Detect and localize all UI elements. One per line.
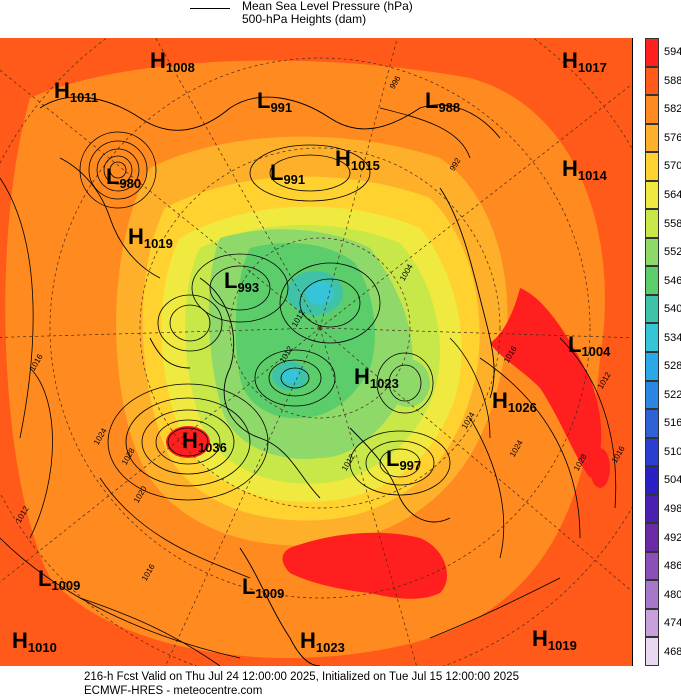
pressure-center-high: H1014 xyxy=(562,158,607,183)
colorbar-label: 546 xyxy=(664,276,681,287)
colorbar-cell xyxy=(645,580,659,609)
colorbar-label: 474 xyxy=(664,618,681,629)
isobar-line-sample xyxy=(190,8,230,9)
pressure-center-low: L1009 xyxy=(242,576,284,601)
pressure-center-high: H1019 xyxy=(128,226,173,251)
pressure-center-high: H1011 xyxy=(54,80,98,105)
pressure-center-low: L980 xyxy=(106,166,141,191)
colorbar-label: 486 xyxy=(664,561,681,572)
colorbar-cell xyxy=(645,295,659,324)
colorbar-label: 516 xyxy=(664,418,681,429)
colorbar-cell xyxy=(645,238,659,267)
colorbar-cell xyxy=(645,466,659,495)
colorbar-cell xyxy=(645,438,659,467)
colorbar-cell xyxy=(645,409,659,438)
colorbar-label: 564 xyxy=(664,190,681,201)
colorbar-label: 594 xyxy=(664,47,681,58)
map-canvas xyxy=(0,38,632,666)
colorbar-label: 582 xyxy=(664,104,681,115)
colorbar-label: 480 xyxy=(664,590,681,601)
colorbar-label: 534 xyxy=(664,333,681,344)
pressure-center-low: L991 xyxy=(270,162,305,187)
colorbar-label: 570 xyxy=(664,161,681,172)
pressure-center-high: H1010 xyxy=(12,630,57,655)
pressure-center-high: H1017 xyxy=(562,50,607,75)
pressure-center-low: L988 xyxy=(425,90,460,115)
pressure-center-high: H1015 xyxy=(335,148,380,173)
source-credit-text: ECMWF-HRES - meteocentre.com xyxy=(84,685,262,697)
colorbar-cell xyxy=(645,495,659,524)
height-colorbar: 594 588 582 576 570 564 558 552 546 540 534 528 522 5… xyxy=(645,38,681,666)
colorbar-cell xyxy=(645,209,659,238)
colorbar-label: 552 xyxy=(664,247,681,258)
pressure-center-high: H1026 xyxy=(492,390,537,415)
colorbar-cell xyxy=(645,523,659,552)
colorbar-label: 558 xyxy=(664,219,681,230)
pressure-center-low: L993 xyxy=(224,270,259,295)
pressure-center-high: H1008 xyxy=(150,50,195,75)
colorbar-cell xyxy=(645,38,659,67)
pressure-center-high: H1019 xyxy=(532,628,577,653)
pressure-center-high: H1036 xyxy=(182,430,227,455)
height-594-far-east xyxy=(590,448,610,488)
colorbar-label: 468 xyxy=(664,647,681,658)
colorbar-label: 540 xyxy=(664,304,681,315)
colorbar-cell xyxy=(645,124,659,153)
colorbar-cell xyxy=(645,181,659,210)
forecast-valid-text: 216-h Fcst Valid on Thu Jul 24 12:00:00 … xyxy=(84,671,519,683)
colorbar-cell xyxy=(645,95,659,124)
colorbar-label: 576 xyxy=(664,133,681,144)
colorbar-label: 588 xyxy=(664,76,681,87)
colorbar-cell xyxy=(645,266,659,295)
pressure-center-low: L1004 xyxy=(568,334,610,359)
colorbar-cell xyxy=(645,67,659,96)
map-footer: 216-h Fcst Valid on Thu Jul 24 12:00:00 … xyxy=(0,668,681,700)
map-legend: Mean Sea Level Pressure (hPa) 500-hPa He… xyxy=(190,0,490,34)
pressure-center-low: L991 xyxy=(257,90,292,115)
colorbar-label: 510 xyxy=(664,447,681,458)
colorbar-cell xyxy=(645,352,659,381)
colorbar-label: 522 xyxy=(664,390,681,401)
pressure-center-high: H1023 xyxy=(354,366,399,391)
colorbar-cell xyxy=(645,609,659,638)
pressure-center-low: L997 xyxy=(386,448,421,473)
colorbar-label: 498 xyxy=(664,504,681,515)
colorbar-cell xyxy=(645,637,659,666)
colorbar-label: 528 xyxy=(664,361,681,372)
colorbar-cell xyxy=(645,381,659,410)
colorbar-cell xyxy=(645,152,659,181)
pressure-center-low: L1009 xyxy=(38,568,80,593)
pressure-center-high: H1023 xyxy=(300,630,345,655)
legend-heights-label: 500-hPa Heights (dam) xyxy=(242,13,366,26)
colorbar-label: 504 xyxy=(664,475,681,486)
colorbar-cell xyxy=(645,323,659,352)
weather-map: H1008 H1017 H1011 L991 L988 L980 H1015 L… xyxy=(0,38,633,666)
colorbar-label: 492 xyxy=(664,533,681,544)
colorbar-cell xyxy=(645,552,659,581)
